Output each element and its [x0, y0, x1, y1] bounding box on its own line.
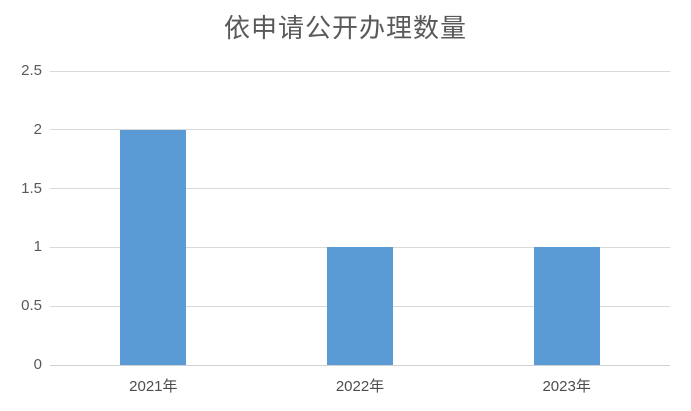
y-axis-tick-label: 1.5: [21, 179, 42, 197]
x-axis-tick-label: 2022年: [335, 378, 385, 395]
x-axis-tick-label: 2021年: [129, 378, 178, 395]
y-axis-tick-label: 2.5: [21, 62, 42, 79]
gridline: [50, 246, 670, 248]
y-axis-tick-label: 1: [33, 238, 42, 256]
gridline: [50, 188, 670, 190]
y-axis-tick-label: 0: [33, 356, 42, 373]
x-axis-tick-label: 2023年: [542, 378, 591, 395]
bar-2021年: [120, 129, 187, 365]
gridline: [50, 129, 670, 131]
bar-2022年: [327, 247, 393, 365]
x-axis-line: [50, 364, 670, 366]
y-axis-tick-label: 2: [33, 120, 42, 138]
gridline: [50, 70, 670, 72]
bar-2023年: [533, 247, 600, 365]
plot-area: [50, 70, 670, 366]
y-axis-tick-label: 0.5: [21, 297, 42, 315]
chart-title: 依申请公开办理数量: [223, 14, 467, 44]
